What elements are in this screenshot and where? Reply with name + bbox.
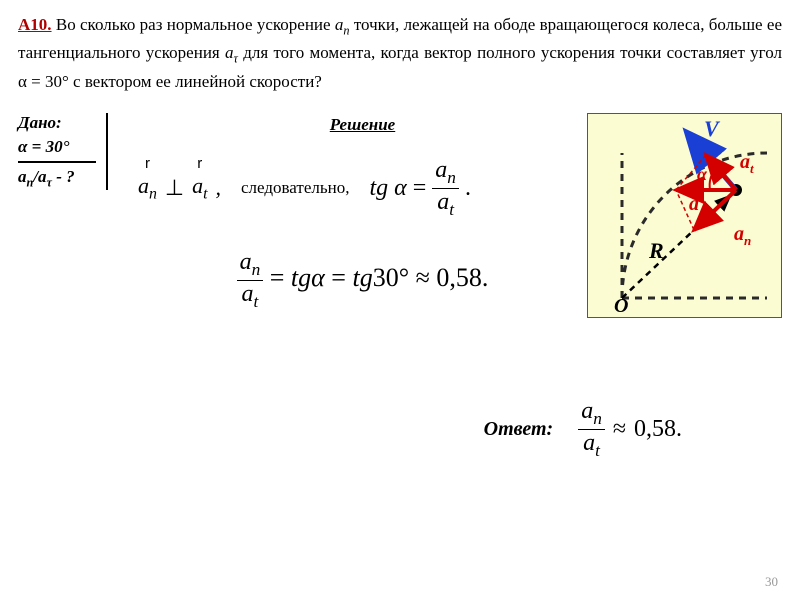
- diagram: V at α a R an O: [587, 113, 782, 318]
- solution-math: Решение r an ⊥ r at , следовательно, tgα…: [108, 113, 587, 312]
- problem-text-p1: Во сколько раз нормальное ускорение: [52, 15, 335, 34]
- perp-symbol: ⊥: [165, 175, 184, 201]
- vec-an: r an: [138, 173, 157, 203]
- problem-id: А10.: [18, 15, 52, 34]
- label-a: a: [689, 193, 699, 215]
- sym-an: an: [335, 15, 350, 34]
- answer-row: Ответ: an at ≈ 0,58.: [18, 398, 782, 460]
- page-number: 30: [765, 574, 778, 590]
- solution-header: Решение: [138, 115, 587, 135]
- problem-text-p4: = 30° с вектором ее линейной скорости?: [27, 72, 322, 91]
- vector-an: [694, 190, 736, 230]
- math-line-perp: r an ⊥ r at , следовательно, tgα = an at: [138, 157, 587, 219]
- therefore-text: следовательно,: [241, 178, 349, 198]
- math-main-equation: an at = tgα = tg30° ≈ 0,58.: [138, 249, 587, 311]
- given-alpha: α = 30°: [18, 133, 96, 163]
- label-O: O: [614, 295, 628, 313]
- sym-alpha: α: [18, 72, 27, 91]
- angle-arc: [710, 168, 716, 190]
- given-title: Дано:: [18, 113, 96, 133]
- solution-row: Дано: α = 30° an/aτ - ? Решение r an ⊥ r…: [18, 113, 782, 318]
- answer-expression: an at ≈ 0,58.: [578, 398, 682, 460]
- label-V: V: [704, 120, 721, 141]
- answer-label: Ответ:: [484, 418, 554, 441]
- tg-alpha-ratio: tgα = an at .: [369, 157, 470, 219]
- given-question: an/aτ - ?: [18, 163, 96, 190]
- vec-at: r at: [192, 173, 207, 203]
- label-an: an: [734, 223, 751, 248]
- problem-statement: А10. Во сколько раз нормальное ускорение…: [18, 12, 782, 95]
- given-block: Дано: α = 30° an/aτ - ?: [18, 113, 108, 190]
- label-alpha: α: [697, 164, 708, 184]
- label-R: R: [648, 238, 664, 263]
- diagram-svg: V at α a R an O: [594, 120, 777, 313]
- arc-dashed: [622, 153, 767, 298]
- sym-at: aτ: [225, 43, 238, 62]
- problem-text-p3: для того момента, когда вектор полного у…: [238, 43, 782, 62]
